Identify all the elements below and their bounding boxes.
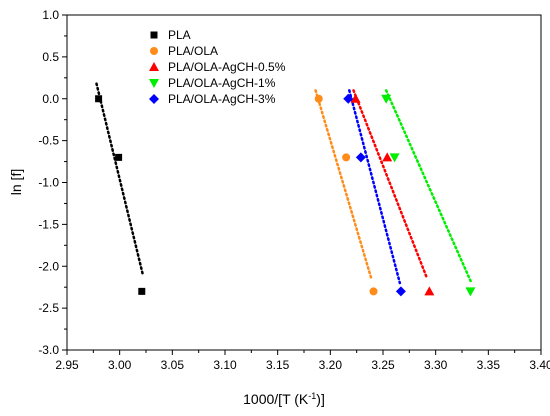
y-tick-label: -1.0 (38, 176, 59, 190)
plot-frame (66, 14, 542, 351)
legend-label: PLA/OLA-AgCH-0.5% (168, 60, 286, 74)
fit-line (348, 89, 402, 285)
y-tick-label: -2.0 (38, 259, 59, 273)
fit-line (314, 89, 373, 281)
data-points (95, 93, 476, 297)
data-point (342, 153, 351, 162)
data-point (95, 95, 103, 103)
data-point (115, 153, 123, 161)
x-tick-label: 3.10 (213, 358, 237, 372)
legend-marker (150, 31, 158, 39)
legend-marker (149, 94, 159, 104)
x-axis-title-superscript: -1 (308, 391, 316, 401)
data-point (343, 93, 354, 104)
legend-label: PLA/OLA-AgCH-1% (168, 76, 276, 90)
x-axis-title-tail: )] (316, 391, 325, 407)
data-point (381, 94, 392, 104)
x-tick-label: 3.20 (319, 358, 343, 372)
data-point (465, 287, 476, 297)
y-tick-label: -1.5 (38, 217, 59, 231)
fit-line (95, 82, 145, 276)
y-tick-label: 0.5 (42, 50, 59, 64)
y-axis: 1.0 0.5 0.0 -0.5 -1.0 -1.5 -2.0 -2.5 -3.0 (38, 8, 67, 357)
y-tick-label: -0.5 (38, 134, 59, 148)
legend-marker (149, 62, 159, 71)
legend: PLA PLA/OLA PLA/OLA-AgCH-0.5% PLA/OLA-AgCH-… (149, 28, 286, 106)
data-point (424, 286, 435, 296)
x-tick-label: 3.25 (371, 358, 395, 372)
data-point (138, 287, 146, 295)
x-tick-label: 3.05 (161, 358, 185, 372)
x-axis: 2.95 3.00 3.05 3.10 3.15 3.20 3.25 3.30 3.35 3.40 (55, 350, 550, 372)
y-tick-label: -2.5 (38, 301, 59, 315)
legend-marker (149, 79, 159, 88)
fit-line (384, 89, 473, 285)
fit-lines (95, 82, 473, 285)
x-tick-label: 3.40 (529, 358, 550, 372)
data-point (355, 152, 366, 163)
x-tick-label: 2.95 (55, 358, 79, 372)
x-tick-label: 3.15 (266, 358, 290, 372)
x-axis-title-main: 1000/[T (K (243, 391, 309, 407)
y-tick-label: -3.0 (38, 343, 59, 357)
legend-marker (150, 47, 158, 55)
fit-line (352, 89, 429, 281)
y-axis-title: ln [f] (8, 169, 24, 195)
x-tick-label: 3.00 (108, 358, 132, 372)
data-point (382, 152, 393, 162)
x-tick-label: 3.30 (424, 358, 448, 372)
legend-label: PLA/OLA-AgCH-3% (168, 92, 276, 106)
plot-border (66, 14, 542, 351)
data-point (369, 287, 378, 296)
y-tick-label: 1.0 (42, 8, 59, 22)
x-tick-label: 3.35 (477, 358, 501, 372)
x-axis-title: 1000/[T (K-1)] (243, 391, 325, 407)
data-point (395, 286, 406, 297)
legend-label: PLA/OLA (168, 44, 218, 58)
data-point (389, 153, 400, 163)
data-point (314, 94, 323, 103)
y-tick-label: 0.0 (42, 92, 59, 106)
data-point (350, 93, 361, 103)
legend-label: PLA (168, 28, 191, 42)
